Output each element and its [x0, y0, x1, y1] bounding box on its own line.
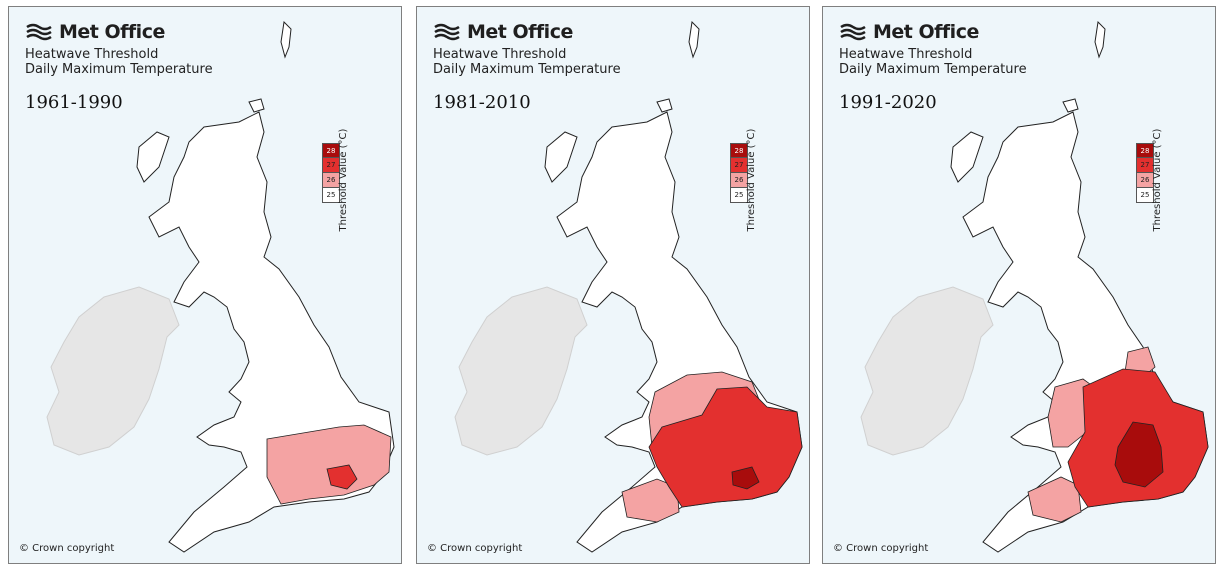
orkney-islands: [1062, 98, 1079, 113]
brand-name: Met Office: [467, 21, 573, 43]
waves-icon: [434, 23, 460, 41]
waves-icon: [840, 23, 866, 41]
zone-26-southwest: [621, 478, 680, 523]
ireland-landmass: [46, 286, 180, 456]
ireland-landmass: [860, 286, 994, 456]
map-panel-1981-2010: Met Office Heatwave Threshold Daily Maxi…: [416, 6, 810, 564]
hebrides: [950, 131, 984, 183]
map-panel-1991-2020: Met Office Heatwave Threshold Daily Maxi…: [822, 6, 1216, 564]
northern-isles: [688, 20, 700, 59]
legend-title: Threshold Value (°C): [746, 128, 757, 232]
legend-cell-27: 27: [322, 158, 340, 173]
legend-cell-26: 26: [730, 173, 748, 188]
legend-cell-28: 28: [1136, 143, 1154, 158]
ireland-landmass: [454, 286, 588, 456]
map-panel-1961-1990: Met Office Heatwave Threshold Daily Maxi…: [8, 6, 402, 564]
subtitle-line-2: Daily Maximum Temperature: [433, 62, 621, 77]
subtitle-line-1: Heatwave Threshold: [433, 47, 567, 62]
period-label: 1961-1990: [25, 92, 123, 113]
zone-26-southwest: [1027, 476, 1082, 523]
legend-cell-27: 27: [1136, 158, 1154, 173]
hebrides: [136, 131, 170, 183]
legend-cell-25: 25: [730, 188, 748, 203]
uk-map: [454, 20, 803, 553]
met-office-logo: Met Office: [25, 21, 165, 43]
uk-map: [46, 20, 395, 553]
northern-isles: [1094, 20, 1106, 59]
legend-cell-28: 28: [730, 143, 748, 158]
legend-title: Threshold Value (°C): [338, 128, 349, 232]
legend-cell-25: 25: [1136, 188, 1154, 203]
met-office-logo: Met Office: [433, 21, 573, 43]
legend-cell-28: 28: [322, 143, 340, 158]
hebrides: [544, 131, 578, 183]
copyright-notice: © Crown copyright: [19, 543, 115, 554]
zone-27-london: [326, 464, 358, 490]
legend: 28 27 26 25: [1136, 143, 1154, 203]
legend: 28 27 26 25: [730, 143, 748, 203]
brand-name: Met Office: [59, 21, 165, 43]
legend: 28 27 26 25: [322, 143, 340, 203]
copyright-notice: © Crown copyright: [427, 543, 523, 554]
legend-cell-27: 27: [730, 158, 748, 173]
zone-28-london: [731, 466, 760, 490]
legend-cell-25: 25: [322, 188, 340, 203]
period-label: 1991-2020: [839, 92, 937, 113]
legend-cell-26: 26: [1136, 173, 1154, 188]
subtitle-line-2: Daily Maximum Temperature: [839, 62, 1027, 77]
uk-map: [860, 20, 1209, 553]
met-office-logo: Met Office: [839, 21, 979, 43]
subtitle-line-1: Heatwave Threshold: [25, 47, 159, 62]
map-subtitle: Heatwave Threshold Daily Maximum Tempera…: [839, 47, 1027, 77]
copyright-notice: © Crown copyright: [833, 543, 929, 554]
zone-26-south: [266, 424, 392, 505]
brand-name: Met Office: [873, 21, 979, 43]
period-label: 1981-2010: [433, 92, 531, 113]
subtitle-line-1: Heatwave Threshold: [839, 47, 973, 62]
subtitle-line-2: Daily Maximum Temperature: [25, 62, 213, 77]
legend-cell-26: 26: [322, 173, 340, 188]
map-subtitle: Heatwave Threshold Daily Maximum Tempera…: [433, 47, 621, 77]
zone-28-central: [1114, 421, 1164, 488]
waves-icon: [26, 23, 52, 41]
zone-27-southeast: [648, 386, 803, 508]
map-subtitle: Heatwave Threshold Daily Maximum Tempera…: [25, 47, 213, 77]
orkney-islands: [248, 98, 265, 113]
northern-isles: [280, 20, 292, 59]
legend-title: Threshold Value (°C): [1152, 128, 1163, 232]
orkney-islands: [656, 98, 673, 113]
